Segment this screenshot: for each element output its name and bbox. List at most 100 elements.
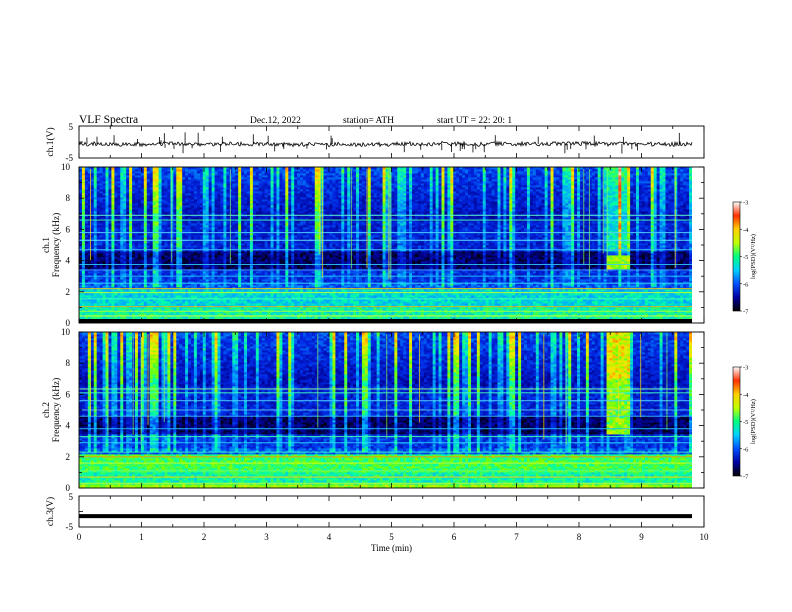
spectrogram-cell — [335, 303, 339, 306]
spectrogram-cell — [544, 297, 548, 300]
spectrogram-cell — [630, 311, 634, 314]
spectrogram-cell — [609, 293, 613, 296]
spectrogram-cell — [600, 311, 604, 314]
spectrogram-cell — [217, 301, 221, 304]
spectrogram-cell — [574, 311, 578, 314]
spectrogram-cell — [412, 299, 416, 302]
spectrogram-cell — [529, 293, 534, 296]
spectrogram-cell — [276, 295, 280, 298]
spectrogram-cell — [258, 309, 263, 312]
spectrogram-cell — [638, 297, 643, 300]
spectrogram-cell — [311, 293, 316, 296]
spectrogram-cell — [636, 311, 640, 314]
spectrogram-cell — [193, 311, 198, 314]
spectrogram-cell — [603, 317, 607, 320]
spectrogram-cell — [338, 317, 342, 320]
spectrogram-cell — [223, 299, 227, 302]
spectrogram-cell — [494, 317, 498, 320]
spectrogram-cell — [196, 293, 201, 296]
spectrogram-cell — [279, 311, 286, 314]
spectrogram-cell — [123, 317, 127, 320]
spectrogram-cell — [258, 303, 263, 306]
spectrogram-cell — [335, 295, 339, 298]
spectrogram-cell — [111, 309, 115, 312]
spectrogram-cell — [294, 313, 298, 316]
spectrogram-cell — [665, 309, 669, 312]
spectrogram-cell — [397, 293, 401, 296]
spectrogram-cell — [588, 301, 593, 304]
spectrogram-cell — [550, 309, 554, 312]
spectrogram-cell — [650, 303, 655, 306]
spectrogram-cell — [476, 293, 481, 296]
spectrogram-cell — [594, 311, 599, 314]
spectrogram-cell — [361, 307, 366, 310]
spectrogram-cell — [341, 293, 345, 296]
spectrogram-cell — [494, 307, 498, 310]
spectrogram-cell — [305, 303, 310, 306]
spectrogram-cell — [435, 317, 439, 320]
spectrogram-cell — [135, 293, 139, 296]
spectrogram-cell — [285, 303, 289, 306]
spectrogram-cell — [429, 295, 434, 298]
spectrogram-cell — [417, 303, 422, 306]
spectrogram-cell — [591, 295, 596, 298]
spectrogram-cell — [241, 317, 245, 320]
spectrogram-cell — [647, 297, 652, 300]
spectrogram-cell — [468, 313, 472, 316]
spectrogram-cell — [453, 301, 457, 304]
spectrogram-cell — [485, 313, 490, 316]
spectrogram-cell — [503, 295, 507, 298]
spectrogram-cell — [300, 297, 304, 300]
spectrogram-cell — [288, 311, 292, 314]
spectrogram-cell — [311, 307, 316, 310]
spectrogram-cell — [497, 301, 501, 304]
spectrogram-cell — [370, 303, 375, 306]
spectrogram-cell — [394, 301, 398, 304]
spectrogram-cell — [87, 307, 92, 310]
spectrogram-cell — [155, 313, 159, 316]
spectrogram-cell — [512, 303, 516, 306]
spectrogram-cell — [297, 309, 301, 312]
spectrogram-cell — [385, 317, 389, 320]
spectrogram-cell — [656, 295, 660, 298]
spectrogram-cell — [633, 301, 637, 304]
spectrogram-cell — [674, 299, 678, 302]
spectrogram-cell — [529, 295, 534, 298]
spectrogram-cell — [435, 303, 439, 306]
spectrogram-cell — [409, 317, 413, 320]
spectrogram-cell — [353, 317, 357, 320]
spectrogram-cell — [630, 295, 634, 298]
spectrogram-cell — [379, 297, 383, 300]
spectrogram-cell — [273, 313, 277, 316]
spectrogram-cell — [111, 295, 115, 298]
spectrogram-cell — [462, 297, 466, 300]
spectrogram-cell — [580, 307, 584, 310]
spectrogram-cell — [647, 309, 652, 312]
spectrogram-cell — [161, 307, 165, 310]
spectrogram-cell — [515, 301, 519, 304]
spectrogram-cell — [320, 317, 325, 320]
spectrogram-cell — [270, 311, 274, 314]
spectrogram-cell — [662, 317, 666, 320]
spectrogram-cell — [470, 317, 475, 320]
spectrogram-cell — [621, 295, 625, 298]
spectrogram-cell — [143, 301, 148, 304]
spectrogram-cell — [135, 313, 139, 316]
spectrogram-cell — [509, 295, 513, 298]
spectrogram-cell — [409, 309, 413, 312]
spectrogram-cell — [205, 293, 210, 296]
spectrogram-cell — [158, 295, 162, 298]
spectrogram-cell — [196, 299, 201, 302]
spectrogram-cell — [577, 311, 581, 314]
spectrogram-cell — [297, 317, 301, 320]
spectrogram-cell — [521, 309, 525, 312]
spectrogram-cell — [288, 301, 292, 304]
spectrogram-cell — [653, 299, 658, 302]
spectrogram-cell — [376, 297, 381, 300]
spectrogram-cell — [350, 299, 354, 302]
spectrogram-cell — [403, 309, 407, 312]
spectrogram-cell — [621, 317, 625, 320]
spectrogram-cell — [420, 309, 425, 312]
spectrogram-cell — [105, 303, 109, 306]
spectrogram-cell — [137, 293, 142, 296]
